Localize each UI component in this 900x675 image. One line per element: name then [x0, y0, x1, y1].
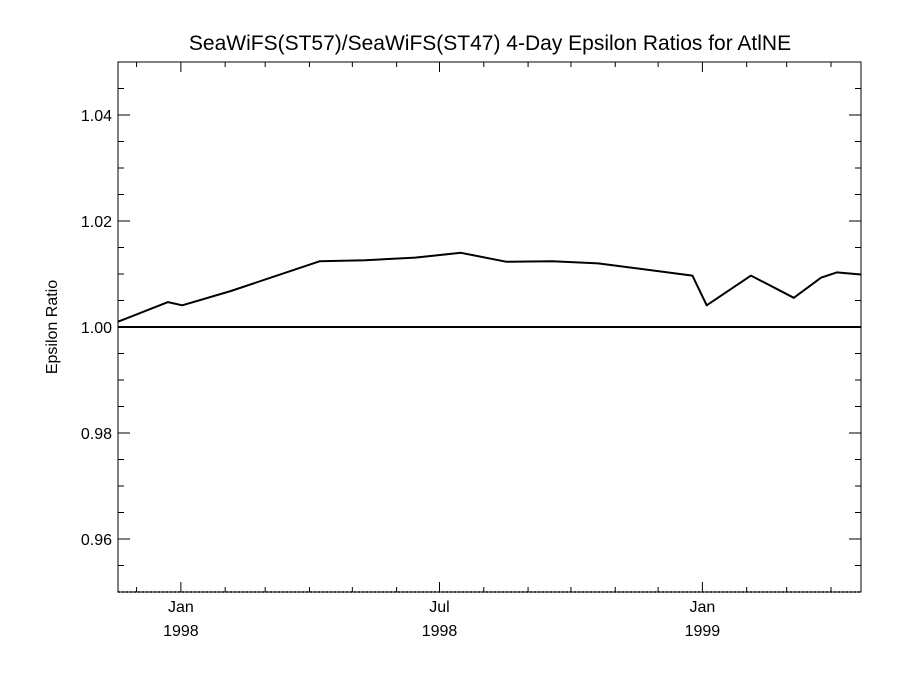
- chart-title: SeaWiFS(ST57)/SeaWiFS(ST47) 4-Day Epsilo…: [189, 32, 791, 55]
- series-line-0: [117, 251, 862, 323]
- y-axis-label: Epsilon Ratio: [44, 280, 61, 374]
- x-tick-label-year: 1999: [685, 623, 721, 640]
- y-tick-label: 0.96: [81, 532, 112, 549]
- x-tick-label-month: Jan: [168, 599, 194, 616]
- x-tick-label-month: Jul: [429, 599, 449, 616]
- y-axis: 0.96 0.98 1.00 1.02 1.04: [81, 88, 861, 566]
- y-tick-label: 1.00: [81, 320, 112, 337]
- x-axis: Jan 1998 Jul 1998 Jan 1999: [136, 62, 832, 640]
- series-group: [117, 251, 862, 323]
- x-tick-label-month: Jan: [689, 599, 715, 616]
- x-tick-label-year: 1998: [163, 623, 199, 640]
- y-tick-label: 1.02: [81, 214, 112, 231]
- x-tick-label-year: 1998: [422, 623, 458, 640]
- y-tick-label: 0.98: [81, 426, 112, 443]
- y-tick-label: 1.04: [81, 108, 112, 125]
